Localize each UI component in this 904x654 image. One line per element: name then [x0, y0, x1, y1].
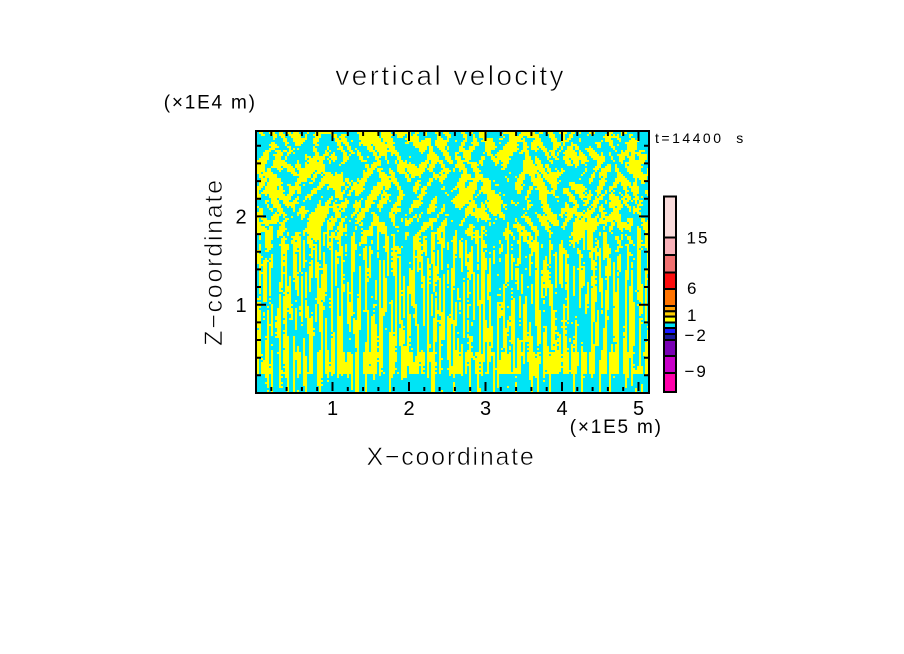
- svg-text:5: 5: [633, 398, 644, 420]
- svg-text:1: 1: [687, 306, 696, 325]
- svg-text:(×1E5 m): (×1E5 m): [570, 417, 663, 438]
- svg-text:Z−coordinate: Z−coordinate: [200, 178, 228, 346]
- svg-text:2: 2: [235, 207, 246, 229]
- svg-text:(×1E4 m): (×1E4 m): [164, 93, 257, 114]
- svg-text:vertical velocity: vertical velocity: [335, 60, 566, 91]
- svg-text:t=14400 s: t=14400 s: [655, 130, 746, 146]
- svg-text:1: 1: [235, 295, 246, 317]
- svg-text:3: 3: [480, 398, 491, 420]
- svg-text:−9: −9: [685, 362, 708, 381]
- svg-text:4: 4: [556, 398, 567, 420]
- svg-text:−2: −2: [685, 326, 708, 345]
- svg-text:X−coordinate: X−coordinate: [366, 443, 535, 471]
- svg-text:2: 2: [403, 398, 414, 420]
- svg-text:1: 1: [327, 398, 338, 420]
- svg-text:15: 15: [687, 228, 710, 247]
- svg-text:6: 6: [687, 279, 696, 298]
